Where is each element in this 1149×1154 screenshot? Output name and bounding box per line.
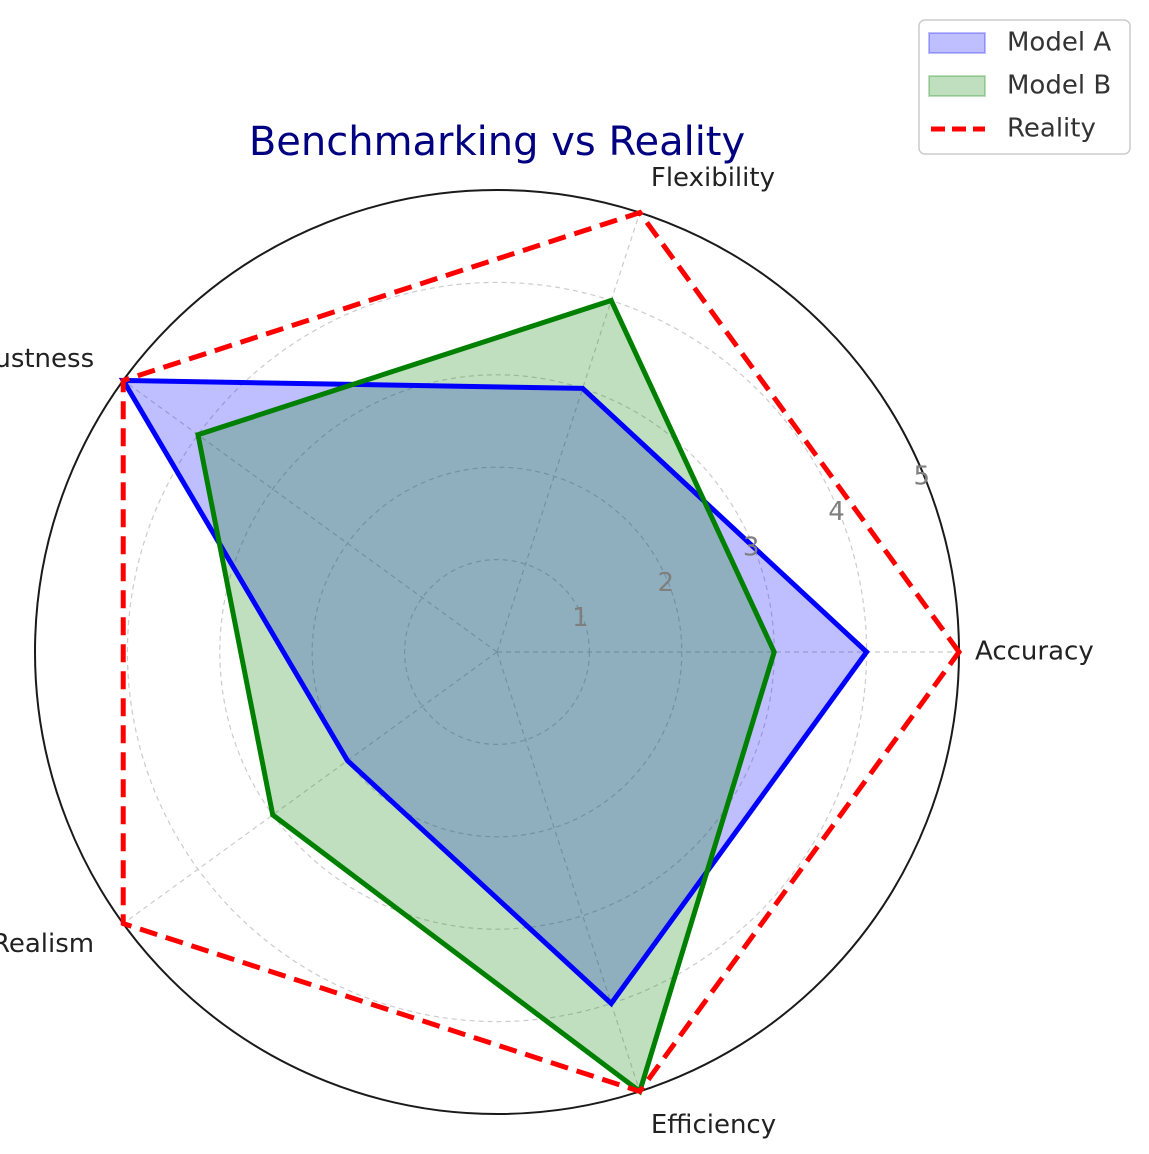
grid-spoke-robustness — [122, 379, 498, 653]
legend-entry-model-a: Model A — [928, 28, 1111, 58]
legend-entry-reality: Reality — [931, 114, 1096, 144]
r-tick-label-1: 1 — [572, 603, 589, 633]
grid-spoke-flexibility — [496, 212, 641, 653]
legend-swatch-model-b — [928, 75, 986, 97]
legend-label-model-a: Model A — [1007, 28, 1111, 58]
series-line-reality — [120, 209, 963, 1095]
category-label-accuracy: Accuracy — [975, 637, 1094, 667]
legend-swatch-model-a — [928, 32, 986, 54]
series-line-model-a — [118, 377, 870, 1008]
category-label-efficiency: Efficiency — [651, 1110, 776, 1140]
legend: Model A Model B Reality — [918, 19, 1131, 155]
grid-spoke-efficiency — [496, 651, 641, 1092]
series-fill-model-b — [197, 300, 775, 1092]
r-tick-label-5: 5 — [914, 462, 931, 492]
r-tick-label-4: 4 — [828, 497, 845, 527]
grid-layer — [34, 189, 960, 1115]
series-fill-model-a — [123, 380, 867, 1004]
grid-spoke-realism — [122, 651, 498, 925]
legend-label-model-b: Model B — [1007, 71, 1111, 101]
chart-title: Benchmarking vs Reality — [249, 119, 745, 165]
series-layer — [118, 209, 963, 1096]
category-label-realism: Realism — [0, 929, 94, 959]
category-label-robustness: Robustness — [0, 344, 94, 374]
r-tick-label-3: 3 — [743, 532, 760, 562]
legend-box — [918, 19, 1131, 155]
legend-label-reality: Reality — [1007, 114, 1096, 144]
series-line-model-b — [195, 297, 777, 1096]
category-label-flexibility: Flexibility — [651, 163, 775, 193]
labels-layer: 1 2 3 4 5 Accuracy Flexibility Robustness Realis… — [0, 163, 1094, 1140]
legend-entry-model-b: Model B — [928, 71, 1111, 101]
r-tick-label-2: 2 — [657, 568, 674, 598]
